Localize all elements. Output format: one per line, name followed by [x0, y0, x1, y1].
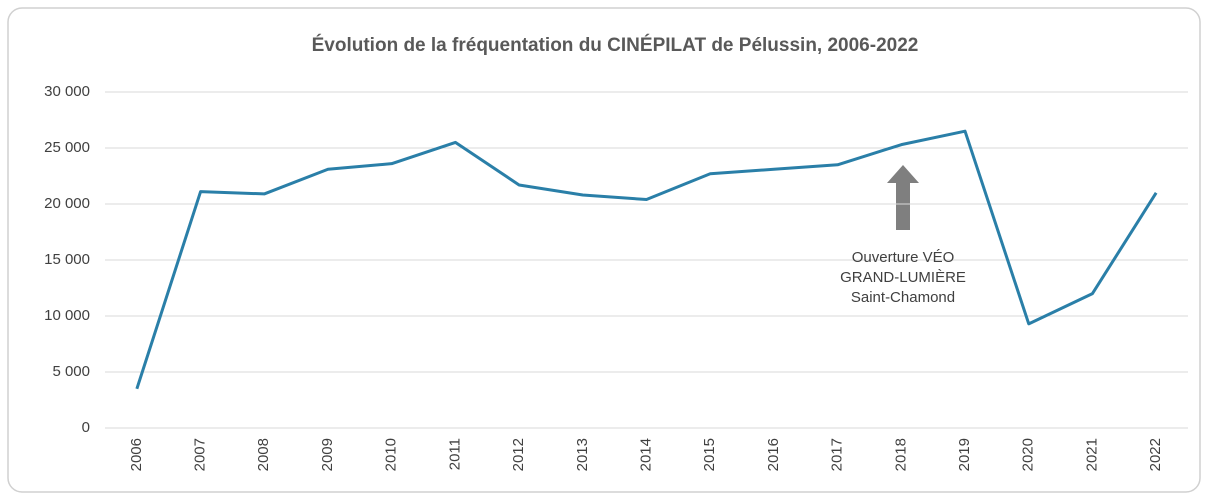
annotation-text: Saint-Chamond: [851, 289, 955, 306]
y-tick-label: 30 000: [44, 83, 90, 100]
y-tick-label: 20 000: [44, 195, 90, 212]
annotation-arrow: [887, 165, 919, 230]
chart-title: Évolution de la fréquentation du CINÉPIL…: [312, 34, 919, 56]
x-tick-label: 2008: [255, 438, 272, 471]
chart-frame: [7, 7, 1201, 493]
annotation-text: GRAND-LUMIÈRE: [840, 269, 966, 286]
x-tick-label: 2006: [128, 438, 145, 471]
x-tick-label: 2019: [956, 438, 973, 471]
x-tick-label: 2009: [319, 438, 336, 471]
x-tick-label: 2018: [892, 438, 909, 471]
x-tick-label: 2007: [192, 438, 209, 471]
x-tick-label: 2012: [510, 438, 527, 471]
annotation-text: Ouverture VÉO: [852, 249, 955, 266]
x-tick-label: 2021: [1083, 438, 1100, 471]
x-tick-label: 2014: [637, 438, 654, 471]
y-tick-label: 0: [82, 419, 90, 436]
x-tick-label: 2011: [446, 438, 463, 470]
y-tick-label: 10 000: [44, 307, 90, 324]
x-tick-label: 2015: [701, 438, 718, 471]
y-tick-label: 5 000: [52, 363, 90, 380]
x-tick-label: 2020: [1020, 438, 1037, 471]
y-tick-label: 15 000: [44, 251, 90, 268]
x-tick-label: 2010: [383, 438, 400, 471]
x-tick-label: 2016: [765, 438, 782, 471]
x-tick-label: 2022: [1147, 438, 1164, 471]
y-tick-label: 25 000: [44, 139, 90, 156]
x-tick-label: 2017: [829, 438, 846, 471]
data-line: [135, 129, 1158, 390]
x-tick-label: 2013: [574, 438, 591, 471]
